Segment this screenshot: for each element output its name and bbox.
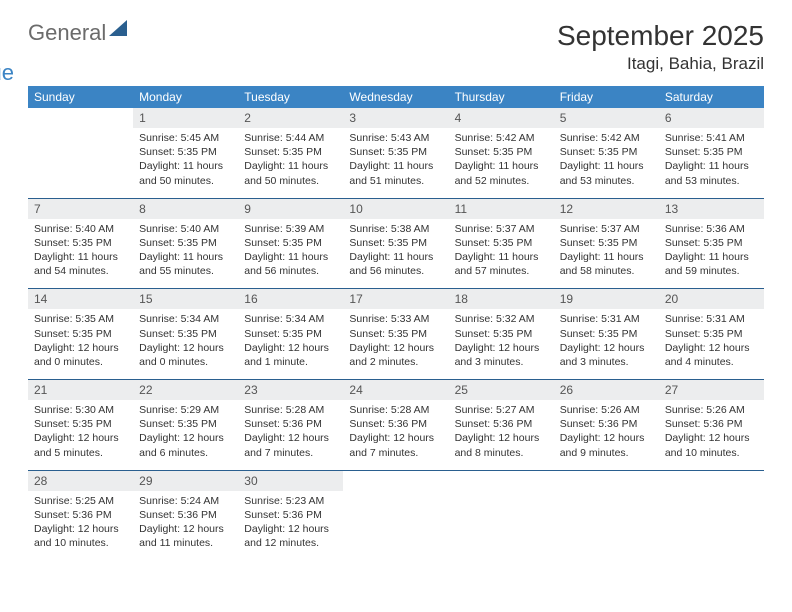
day-cell: Sunrise: 5:29 AM Sunset: 5:35 PM Dayligh…	[133, 400, 238, 470]
day-cell: Sunrise: 5:25 AM Sunset: 5:36 PM Dayligh…	[28, 491, 133, 561]
day-number: 12	[554, 199, 659, 219]
day-cell: Sunrise: 5:31 AM Sunset: 5:35 PM Dayligh…	[659, 309, 764, 379]
day-cell: Sunrise: 5:24 AM Sunset: 5:36 PM Dayligh…	[133, 491, 238, 561]
day-header: Saturday	[659, 86, 764, 108]
day-header: Monday	[133, 86, 238, 108]
day-number: 22	[133, 380, 238, 400]
day-number: 3	[343, 108, 448, 128]
day-number: 30	[238, 471, 343, 491]
day-number	[554, 471, 659, 491]
day-number	[449, 471, 554, 491]
day-number	[28, 108, 133, 128]
day-number: 11	[449, 199, 554, 219]
logo-sail-icon	[109, 20, 127, 36]
logo-word1: General	[28, 20, 106, 45]
page-title: September 2025	[557, 20, 764, 52]
day-header-row: Sunday Monday Tuesday Wednesday Thursday…	[28, 86, 764, 108]
day-cell: Sunrise: 5:42 AM Sunset: 5:35 PM Dayligh…	[449, 128, 554, 198]
day-cell: Sunrise: 5:32 AM Sunset: 5:35 PM Dayligh…	[449, 309, 554, 379]
calendar-table: Sunday Monday Tuesday Wednesday Thursday…	[28, 86, 764, 560]
day-cell: Sunrise: 5:26 AM Sunset: 5:36 PM Dayligh…	[659, 400, 764, 470]
day-number-row: 123456	[28, 108, 764, 128]
day-number: 19	[554, 289, 659, 309]
day-cell: Sunrise: 5:44 AM Sunset: 5:35 PM Dayligh…	[238, 128, 343, 198]
day-number-row: 282930	[28, 471, 764, 491]
day-cell: Sunrise: 5:38 AM Sunset: 5:35 PM Dayligh…	[343, 219, 448, 289]
day-header: Thursday	[449, 86, 554, 108]
day-cell: Sunrise: 5:34 AM Sunset: 5:35 PM Dayligh…	[238, 309, 343, 379]
day-number: 7	[28, 199, 133, 219]
day-cell: Sunrise: 5:31 AM Sunset: 5:35 PM Dayligh…	[554, 309, 659, 379]
day-cell: Sunrise: 5:27 AM Sunset: 5:36 PM Dayligh…	[449, 400, 554, 470]
day-cell: Sunrise: 5:45 AM Sunset: 5:35 PM Dayligh…	[133, 128, 238, 198]
day-number: 27	[659, 380, 764, 400]
day-number-row: 21222324252627	[28, 380, 764, 400]
day-data-row: Sunrise: 5:30 AM Sunset: 5:35 PM Dayligh…	[28, 400, 764, 470]
day-data-row: Sunrise: 5:35 AM Sunset: 5:35 PM Dayligh…	[28, 309, 764, 379]
location: Itagi, Bahia, Brazil	[557, 54, 764, 74]
day-number: 29	[133, 471, 238, 491]
day-data-row: Sunrise: 5:25 AM Sunset: 5:36 PM Dayligh…	[28, 491, 764, 561]
day-number	[659, 471, 764, 491]
day-header: Wednesday	[343, 86, 448, 108]
day-number: 1	[133, 108, 238, 128]
day-number: 14	[28, 289, 133, 309]
day-cell: Sunrise: 5:40 AM Sunset: 5:35 PM Dayligh…	[28, 219, 133, 289]
day-number: 13	[659, 199, 764, 219]
day-cell: Sunrise: 5:42 AM Sunset: 5:35 PM Dayligh…	[554, 128, 659, 198]
title-block: September 2025 Itagi, Bahia, Brazil	[557, 20, 764, 74]
day-number: 17	[343, 289, 448, 309]
day-number: 24	[343, 380, 448, 400]
day-number: 18	[449, 289, 554, 309]
day-number: 9	[238, 199, 343, 219]
day-number: 25	[449, 380, 554, 400]
logo-word2: Blue	[0, 60, 69, 86]
day-cell: Sunrise: 5:40 AM Sunset: 5:35 PM Dayligh…	[133, 219, 238, 289]
day-data-row: Sunrise: 5:45 AM Sunset: 5:35 PM Dayligh…	[28, 128, 764, 198]
day-cell: Sunrise: 5:34 AM Sunset: 5:35 PM Dayligh…	[133, 309, 238, 379]
day-number	[343, 471, 448, 491]
day-cell: Sunrise: 5:26 AM Sunset: 5:36 PM Dayligh…	[554, 400, 659, 470]
day-number-row: 78910111213	[28, 199, 764, 219]
logo: General Blue	[28, 20, 127, 72]
day-cell: Sunrise: 5:23 AM Sunset: 5:36 PM Dayligh…	[238, 491, 343, 561]
day-number: 26	[554, 380, 659, 400]
day-number: 21	[28, 380, 133, 400]
day-number: 28	[28, 471, 133, 491]
day-cell: Sunrise: 5:43 AM Sunset: 5:35 PM Dayligh…	[343, 128, 448, 198]
day-number: 20	[659, 289, 764, 309]
day-cell: Sunrise: 5:33 AM Sunset: 5:35 PM Dayligh…	[343, 309, 448, 379]
day-cell: Sunrise: 5:28 AM Sunset: 5:36 PM Dayligh…	[343, 400, 448, 470]
day-header: Sunday	[28, 86, 133, 108]
day-number: 10	[343, 199, 448, 219]
day-cell	[554, 491, 659, 561]
day-cell	[659, 491, 764, 561]
day-number: 2	[238, 108, 343, 128]
day-number: 8	[133, 199, 238, 219]
day-number: 6	[659, 108, 764, 128]
day-cell: Sunrise: 5:36 AM Sunset: 5:35 PM Dayligh…	[659, 219, 764, 289]
header: General Blue September 2025 Itagi, Bahia…	[28, 20, 764, 74]
day-number: 23	[238, 380, 343, 400]
day-cell: Sunrise: 5:37 AM Sunset: 5:35 PM Dayligh…	[449, 219, 554, 289]
day-cell: Sunrise: 5:30 AM Sunset: 5:35 PM Dayligh…	[28, 400, 133, 470]
day-header: Friday	[554, 86, 659, 108]
day-cell: Sunrise: 5:41 AM Sunset: 5:35 PM Dayligh…	[659, 128, 764, 198]
day-cell: Sunrise: 5:39 AM Sunset: 5:35 PM Dayligh…	[238, 219, 343, 289]
day-cell	[28, 128, 133, 198]
day-number: 16	[238, 289, 343, 309]
day-cell: Sunrise: 5:37 AM Sunset: 5:35 PM Dayligh…	[554, 219, 659, 289]
day-cell	[449, 491, 554, 561]
day-cell: Sunrise: 5:28 AM Sunset: 5:36 PM Dayligh…	[238, 400, 343, 470]
day-number: 15	[133, 289, 238, 309]
day-header: Tuesday	[238, 86, 343, 108]
day-data-row: Sunrise: 5:40 AM Sunset: 5:35 PM Dayligh…	[28, 219, 764, 289]
day-number: 5	[554, 108, 659, 128]
day-number-row: 14151617181920	[28, 289, 764, 309]
day-cell	[343, 491, 448, 561]
day-number: 4	[449, 108, 554, 128]
day-cell: Sunrise: 5:35 AM Sunset: 5:35 PM Dayligh…	[28, 309, 133, 379]
